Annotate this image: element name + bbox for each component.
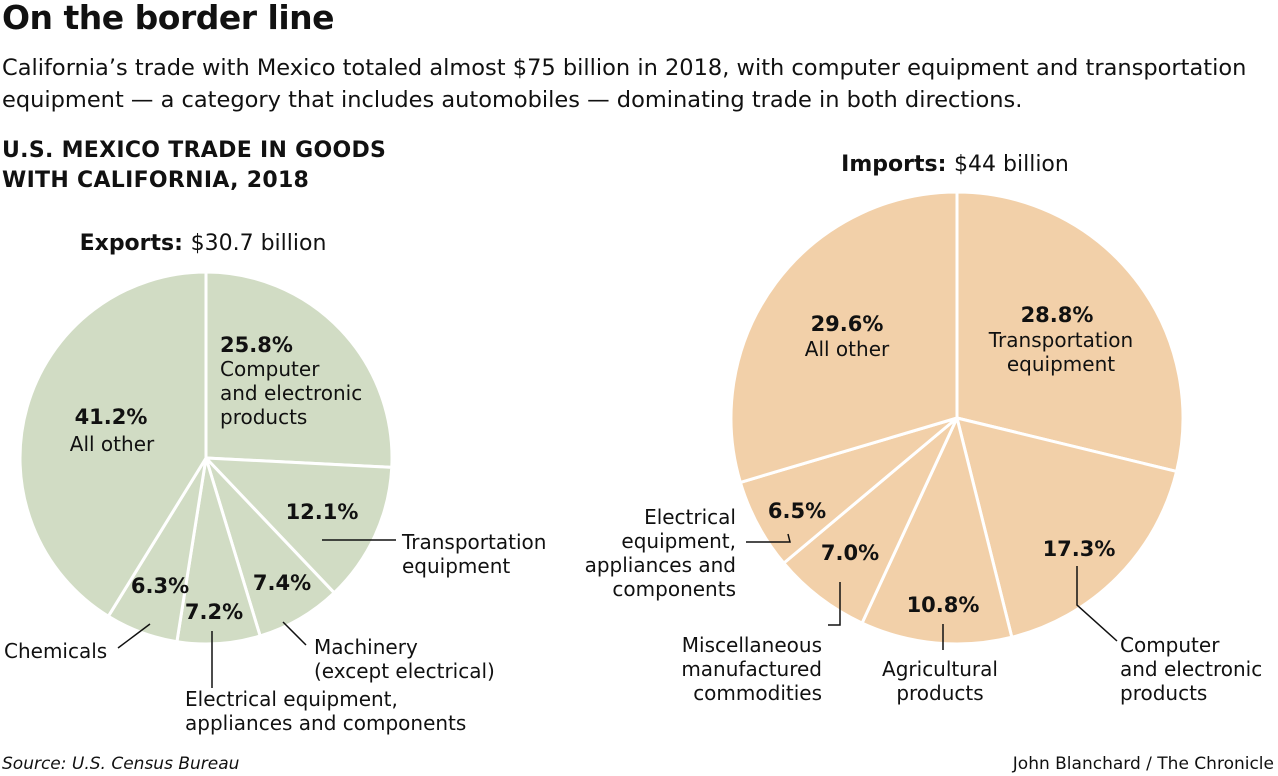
slice-category-label-line: (except electrical) — [314, 659, 495, 683]
slice-category-label-line: equipment, — [621, 529, 736, 553]
slice-category-label: Computer and electronic products — [220, 357, 362, 429]
pie-slice — [204, 270, 394, 469]
slice-category-label-line: Machinery — [314, 635, 418, 659]
slice-category-label-line: equipment — [1007, 352, 1115, 376]
slice-category-label-line: Computer — [220, 357, 320, 381]
slice-category-label: Machinery (except electrical) — [314, 635, 495, 683]
leader-line — [282, 621, 307, 646]
slice-percent-label: 29.6% — [811, 312, 884, 336]
leader-line — [1076, 566, 1118, 642]
pie-title-bold: Exports: — [80, 231, 191, 256]
slice-category-label-line: Agricultural — [882, 657, 998, 681]
slice-category-label: Electrical equipment, appliances and comp… — [185, 687, 466, 735]
credit-line: John Blanchard / The Chronicle — [1012, 754, 1274, 774]
pie-slice — [860, 416, 1014, 646]
slice-percent-label: 12.1% — [286, 500, 359, 524]
pie-slice — [729, 190, 959, 484]
pie-title: Imports: $44 billion — [841, 152, 1069, 177]
leader-line — [746, 533, 791, 543]
slice-category-label-line: All other — [805, 337, 890, 361]
slice-percent-label: 6.3% — [131, 574, 189, 598]
slice-percent-label: 41.2% — [75, 405, 148, 429]
slice-category-label-line: and electronic — [1120, 657, 1262, 681]
slice-category-label-line: products — [220, 405, 307, 429]
pie-title-value: $30.7 billion — [191, 231, 327, 256]
pie-exports: Exports: $30.7 billion 25.8%Computer and e… — [4, 231, 546, 735]
slice-category-label: All other — [805, 337, 890, 361]
section-heading-line-1: U.S. MEXICO TRADE IN GOODS — [2, 138, 387, 163]
slice-category-label: Electrical equipment, appliances and compon… — [585, 505, 736, 601]
slice-category-label: Computer and electronic products — [1120, 633, 1262, 705]
leader-line — [117, 623, 151, 649]
slice-percent-label: 10.8% — [907, 593, 980, 617]
slice-category-label-line: products — [1120, 681, 1207, 705]
slice-category-label: Transportation equipment — [988, 328, 1133, 376]
slice-category-label: Agricultural products — [882, 657, 998, 705]
slice-percent-label: 7.4% — [253, 571, 311, 595]
slice-percent-label: 25.8% — [220, 333, 293, 357]
slice-category-label-line: equipment — [402, 554, 510, 578]
slice-category-label-line: and electronic — [220, 381, 362, 405]
slice-category-label-line: appliances and components — [185, 711, 466, 735]
slice-percent-label: 28.8% — [1021, 303, 1094, 327]
pie-slice — [955, 416, 1179, 639]
pie-title-value: $44 billion — [954, 152, 1069, 177]
slice-category-label: Transportation equipment — [401, 530, 546, 578]
slice-category-label: Chemicals — [4, 639, 107, 663]
leader-line — [828, 582, 841, 626]
pie-slice — [955, 190, 1185, 473]
slice-percent-label: 7.0% — [821, 541, 879, 565]
slice-category-label-line: Computer — [1120, 633, 1220, 657]
pie-slice — [204, 456, 394, 595]
section-heading: U.S. MEXICO TRADE IN GOODS WITH CALIFORN… — [2, 136, 386, 196]
slice-percent-label: 17.3% — [1043, 537, 1116, 561]
slice-category-label-line: commodities — [693, 681, 822, 705]
slice-category-label: Miscellaneous manufactured commodities — [681, 633, 822, 705]
slice-category-label: All other — [70, 432, 155, 456]
slice-category-label-line: All other — [70, 432, 155, 456]
slice-category-label-line: Transportation — [401, 530, 546, 554]
slice-category-label-line: appliances and — [585, 553, 736, 577]
section-heading-line-2: WITH CALIFORNIA, 2018 — [2, 168, 310, 193]
slice-category-label-line: Miscellaneous — [682, 633, 822, 657]
slice-category-label-line: Chemicals — [4, 639, 107, 663]
pie-title-bold: Imports: — [841, 152, 954, 177]
pie-title: Exports: $30.7 billion — [80, 231, 327, 256]
slice-percent-label: 7.2% — [185, 600, 243, 624]
chart-title: On the border line — [2, 0, 335, 37]
slice-percent-label: 6.5% — [768, 499, 826, 523]
chart-subtitle: California’s trade with Mexico totaled a… — [2, 55, 1247, 113]
slice-category-label-line: Transportation — [988, 328, 1133, 352]
slice-category-label-line: Electrical equipment, — [185, 687, 398, 711]
slice-category-label-line: products — [896, 681, 983, 705]
slice-category-label-line: Electrical — [644, 505, 736, 529]
slice-category-label-line: manufactured — [681, 657, 822, 681]
source-note: Source: U.S. Census Bureau — [2, 754, 240, 774]
pie-slice — [18, 270, 208, 618]
slice-category-label-line: components — [612, 577, 736, 601]
